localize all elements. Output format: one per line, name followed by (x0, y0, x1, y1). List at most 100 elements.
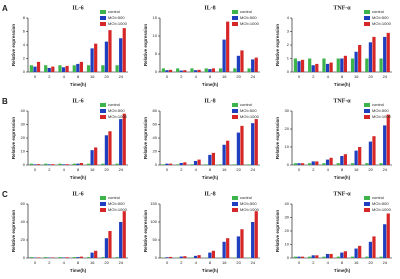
bar (165, 257, 169, 258)
y-tick-label: 40 (153, 135, 158, 140)
bar (251, 59, 255, 72)
bar (33, 164, 37, 165)
bar (193, 160, 198, 165)
bar (204, 164, 208, 165)
bar (119, 38, 123, 72)
x-tick-label: 24 (383, 74, 388, 79)
bar (372, 136, 376, 165)
x-tick-label: 8 (209, 167, 212, 172)
bar (79, 61, 83, 72)
y-tick-label: 2 (23, 56, 26, 61)
x-tick-label: 2 (180, 74, 183, 79)
bar (236, 236, 240, 258)
bar (218, 68, 223, 72)
bar (368, 141, 372, 165)
bar (190, 68, 194, 72)
x-tick-label: 24 (383, 260, 388, 265)
x-tick-label: 4 (327, 74, 330, 79)
bar (119, 222, 123, 258)
bar (233, 164, 237, 165)
x-axis-title: Time(h) (334, 82, 351, 87)
legend-swatch (364, 109, 370, 113)
bar (36, 164, 41, 165)
y-tick-label: 0 (23, 255, 26, 260)
bar (51, 257, 55, 258)
x-tick-label: 2 (48, 260, 51, 265)
bar (94, 147, 98, 165)
bar (386, 114, 390, 165)
x-tick-label: 4 (327, 167, 330, 172)
bar (211, 68, 215, 72)
bar (251, 123, 255, 165)
legend-swatch (232, 22, 238, 26)
y-tick-label: 20 (21, 237, 26, 242)
y-axis-title: Relative expression (143, 210, 148, 253)
x-tick-label: 24 (251, 167, 256, 172)
bar (222, 144, 226, 165)
bar (61, 67, 66, 72)
x-tick-label: 2 (180, 260, 183, 265)
x-tick-label: 0 (34, 260, 37, 265)
legend-label: MOI=500 (372, 15, 389, 20)
legend-swatch (364, 202, 370, 206)
x-tick-label: 2 (312, 167, 315, 172)
bar (354, 51, 358, 72)
bar (340, 58, 344, 72)
legend-swatch (232, 196, 238, 200)
legend-label: MOI=1000 (108, 114, 128, 119)
x-tick-label: 8 (77, 167, 80, 172)
bar (44, 65, 48, 72)
legend-swatch (364, 10, 370, 14)
x-tick-label: 20 (104, 260, 109, 265)
legend-label: MOI=1000 (240, 207, 260, 212)
bar (122, 113, 126, 165)
x-tick-label: 16 (354, 167, 359, 172)
y-axis-title: Relative expression (11, 117, 16, 160)
x-tick-label: 8 (77, 260, 80, 265)
x-tick-label: 8 (77, 74, 80, 79)
legend-swatch (364, 16, 370, 20)
bar (325, 63, 330, 72)
bar (297, 163, 301, 165)
bar (183, 256, 187, 258)
bar (44, 163, 48, 165)
legend-swatch (100, 196, 106, 200)
bar (108, 231, 112, 258)
y-tick-label: 50 (153, 237, 158, 242)
x-tick-label: 0 (298, 260, 301, 265)
chart-title: IL-8 (204, 98, 215, 104)
bar (336, 163, 340, 165)
bar (193, 255, 198, 258)
legend-swatch (100, 109, 106, 113)
x-tick-label: 4 (63, 74, 66, 79)
x-tick-label: 0 (166, 74, 169, 79)
bar (58, 257, 62, 258)
x-tick-label: 20 (368, 167, 373, 172)
legend-swatch (364, 103, 370, 107)
bar (76, 163, 80, 165)
bar (72, 163, 76, 165)
bar (61, 164, 66, 165)
bar (190, 164, 194, 165)
y-axis-title: Relative expression (11, 210, 16, 253)
y-tick-label: 0 (155, 255, 158, 260)
legend-swatch (232, 103, 238, 107)
x-axis-title: Time(h) (70, 268, 87, 273)
x-tick-label: 8 (341, 167, 344, 172)
bar (315, 255, 319, 258)
y-tick-label: 0 (287, 69, 290, 74)
bar (379, 256, 383, 258)
y-tick-label: 100 (150, 219, 157, 224)
legend-swatch (364, 208, 370, 212)
x-tick-label: 16 (222, 74, 227, 79)
legend-label: MOI=500 (240, 108, 257, 113)
bar (29, 65, 33, 72)
y-tick-label: 1 (287, 56, 290, 61)
y-tick-label: 6 (23, 29, 26, 34)
legend-label: control (108, 102, 120, 107)
bar (222, 39, 226, 72)
bar (90, 252, 94, 258)
x-tick-label: 4 (327, 260, 330, 265)
bar (208, 154, 212, 165)
bar (122, 28, 126, 72)
